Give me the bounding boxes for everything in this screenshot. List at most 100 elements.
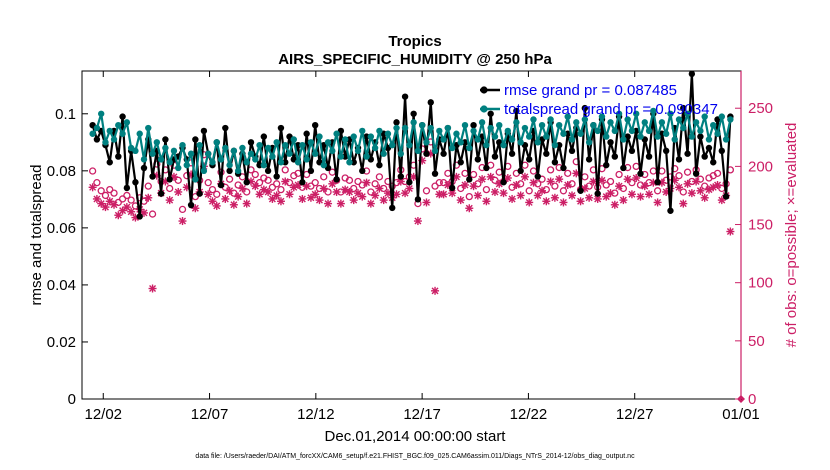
y-tick-label: 0.06 — [47, 220, 76, 237]
y-tick-label: 0.1 — [55, 106, 76, 123]
y-tick-label: 0 — [68, 391, 76, 408]
rmse-point — [457, 159, 464, 166]
totalspread-point — [598, 113, 606, 120]
obs-possible-point — [585, 182, 593, 190]
obs-possible-point — [144, 182, 152, 190]
totalspread-point — [667, 110, 674, 117]
rmse-point — [581, 104, 589, 112]
rmse-point — [260, 133, 268, 140]
obs-possible-point — [251, 170, 259, 179]
totalspread-point — [414, 147, 422, 155]
obs-possible-point — [632, 162, 640, 171]
totalspread-point — [209, 159, 216, 166]
totalspread-point — [419, 121, 426, 129]
obs-evaluated-point — [529, 178, 538, 187]
obs-evaluated-point — [585, 193, 594, 202]
y-tick-label: 0.02 — [47, 334, 76, 351]
obs-possible-point — [97, 187, 105, 195]
obs-evaluated-point — [555, 175, 564, 184]
totalspread-point — [671, 136, 678, 143]
totalspread-point — [573, 119, 580, 126]
rmse-point — [526, 156, 533, 163]
obs-evaluated-point — [645, 190, 654, 199]
totalspread-point — [534, 139, 541, 146]
totalspread-point — [376, 127, 383, 135]
obs-possible-point — [422, 187, 431, 195]
obs-evaluated-point — [264, 187, 273, 196]
y2-tick-label: 250 — [748, 100, 773, 117]
obs-evaluated-point — [371, 191, 380, 200]
totalspread-point — [466, 144, 473, 152]
rmse-point — [226, 167, 233, 175]
obs-possible-point — [465, 192, 473, 201]
totalspread-point — [316, 133, 323, 140]
totalspread-point — [504, 127, 512, 135]
rmse-point — [247, 139, 255, 146]
totalspread-point — [166, 159, 173, 166]
totalspread-point — [136, 130, 143, 137]
totalspread-point — [461, 121, 469, 129]
totalspread-point — [384, 130, 392, 137]
x-tick-label: 12/12 — [297, 406, 335, 423]
obs-evaluated-point — [88, 183, 97, 192]
totalspread-point — [397, 150, 404, 157]
totalspread-point — [440, 136, 447, 143]
obs-possible-point — [127, 196, 135, 204]
obs-possible-point — [581, 173, 589, 181]
totalspread-point — [423, 139, 430, 146]
rmse-point — [645, 153, 653, 160]
totalspread-point — [252, 156, 259, 163]
rmse-point — [594, 190, 601, 197]
totalspread-point — [264, 144, 272, 152]
obs-evaluated-point — [632, 174, 641, 183]
rmse-point — [222, 124, 229, 132]
totalspread-point — [110, 136, 118, 143]
totalspread-point — [410, 119, 417, 126]
legend-rmse-marker — [480, 86, 488, 94]
totalspread-point — [213, 139, 220, 146]
totalspread-point — [119, 130, 126, 137]
obs-possible-point — [264, 176, 272, 184]
obs-evaluated-point — [212, 201, 221, 210]
obs-evaluated-point — [490, 187, 499, 196]
totalspread-point — [491, 133, 499, 140]
obs-evaluated-point — [546, 177, 555, 186]
rmse-point — [684, 150, 691, 157]
obs-evaluated-point — [439, 190, 448, 199]
totalspread-point — [543, 133, 550, 140]
totalspread-point — [692, 119, 700, 126]
x-tick-label: 12/07 — [191, 406, 229, 423]
obs-evaluated-point — [692, 177, 701, 186]
rmse-point — [93, 136, 101, 143]
rmse-point — [680, 104, 687, 112]
rmse-point — [654, 179, 661, 186]
obs-evaluated-point — [127, 207, 136, 216]
obs-evaluated-point — [101, 203, 110, 212]
obs-evaluated-point — [469, 182, 478, 191]
totalspread-point — [662, 130, 670, 137]
obs-evaluated-point — [110, 200, 119, 209]
totalspread-point — [436, 127, 443, 135]
obs-evaluated-point — [272, 191, 281, 200]
obs-possible-point — [114, 198, 122, 207]
totalspread-point — [658, 119, 666, 126]
rmse-point — [277, 124, 285, 132]
rmse-point — [393, 119, 400, 126]
totalspread-point — [123, 119, 131, 126]
obs-possible-point — [354, 177, 362, 186]
obs-possible-point — [482, 185, 491, 194]
obs-possible-point — [93, 179, 101, 187]
totalspread-point — [645, 127, 653, 135]
totalspread-point — [483, 141, 490, 149]
totalspread-point — [551, 141, 559, 149]
totalspread-point — [341, 136, 349, 143]
totalspread-point — [474, 136, 482, 143]
rmse-point — [264, 167, 272, 175]
totalspread-point — [299, 141, 306, 149]
rmse-point — [397, 173, 404, 180]
obs-possible-point — [213, 190, 221, 198]
totalspread-point — [517, 139, 524, 146]
totalspread-point — [688, 133, 696, 140]
rmse-point — [611, 153, 619, 160]
totalspread-point — [277, 159, 285, 166]
